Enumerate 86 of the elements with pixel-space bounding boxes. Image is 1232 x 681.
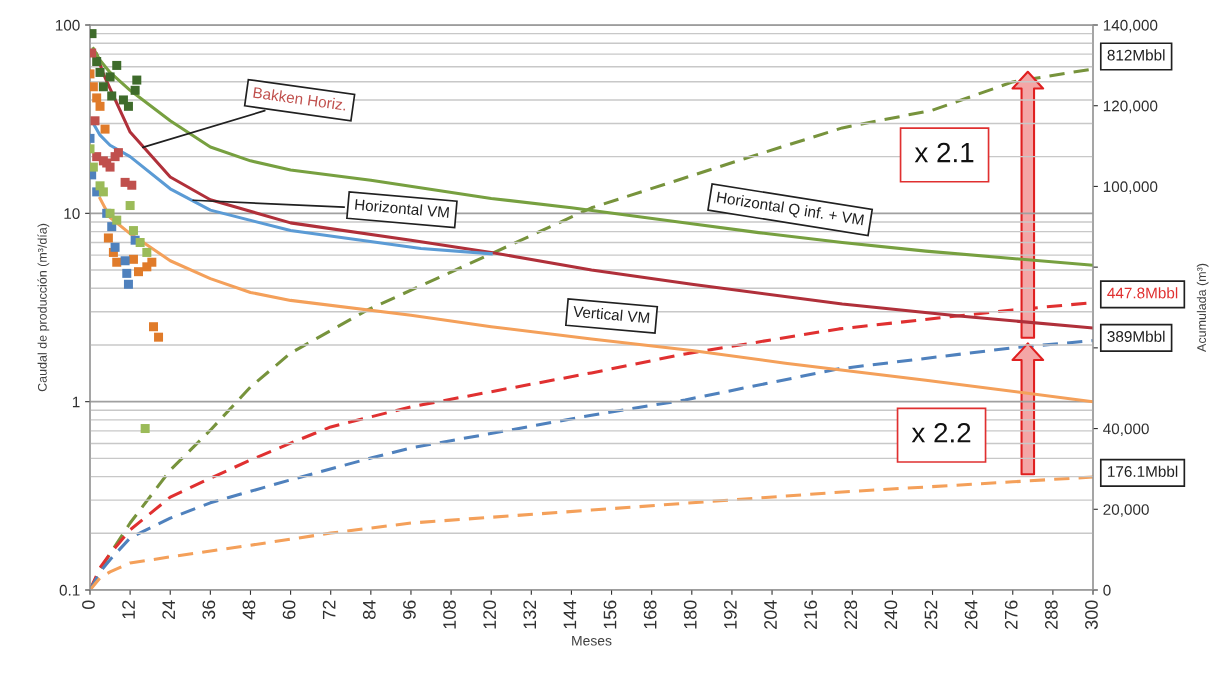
point xyxy=(95,101,105,111)
y2-tick-label: 120,000 xyxy=(1103,100,1158,114)
series-label: 389Mbbl xyxy=(1107,330,1165,342)
point xyxy=(92,93,102,103)
x-tick-label: 144 xyxy=(563,600,577,629)
point xyxy=(135,238,145,248)
point xyxy=(105,162,115,172)
x-tick-label: 168 xyxy=(643,600,657,629)
point xyxy=(112,60,122,70)
x-tick-label: 300 xyxy=(1085,600,1098,630)
x-tick-label: 192 xyxy=(723,600,737,629)
annotation: x 2.2 xyxy=(911,422,971,443)
x-tick-label: 204 xyxy=(764,600,777,629)
point xyxy=(123,279,133,289)
point xyxy=(105,72,115,82)
x-tick-label: 0 xyxy=(82,600,95,610)
point xyxy=(110,242,120,252)
x-tick-label: 36 xyxy=(202,600,216,620)
series-label: 176.1Mbbl xyxy=(1108,465,1178,477)
point xyxy=(127,180,137,190)
x-tick-label: 228 xyxy=(844,600,858,629)
point xyxy=(149,322,159,332)
x-tick-label: 24 xyxy=(162,600,175,619)
point xyxy=(113,148,123,158)
point xyxy=(123,101,133,111)
point xyxy=(90,116,100,126)
y2-tick-label: 0 xyxy=(1103,584,1111,596)
x-tick-label: 120 xyxy=(483,600,497,629)
series-label: 812Mbbl xyxy=(1107,49,1165,61)
point xyxy=(112,215,122,225)
x-tick-label: 288 xyxy=(1044,600,1058,629)
point xyxy=(133,267,143,277)
point xyxy=(128,254,138,264)
point xyxy=(98,82,108,92)
x-tick-label: 12 xyxy=(122,600,135,619)
x-tick-label: 108 xyxy=(443,600,456,629)
x-tick-label: 84 xyxy=(362,600,376,620)
y2-axis-title: Acumulada (m³) xyxy=(1196,263,1209,352)
point xyxy=(142,247,152,257)
y-tick-label: 1 xyxy=(72,396,80,408)
series-label: 447.8Mbbl xyxy=(1107,287,1178,299)
point xyxy=(132,75,142,85)
y-tick-label: 0.1 xyxy=(59,584,80,596)
x-tick-label: 252 xyxy=(924,600,938,629)
point xyxy=(112,257,122,267)
point xyxy=(107,91,117,101)
point xyxy=(103,233,113,243)
point xyxy=(154,332,164,342)
x-tick-label: 96 xyxy=(403,600,416,619)
x-tick-label: 132 xyxy=(523,600,537,629)
point xyxy=(147,257,157,267)
x-tick-label: 60 xyxy=(282,600,296,619)
y2-tick-label: 140,000 xyxy=(1103,19,1158,33)
point xyxy=(120,256,130,266)
x-tick-label: 72 xyxy=(322,600,336,619)
point xyxy=(130,85,140,95)
point xyxy=(95,67,105,77)
x-tick-label: 216 xyxy=(804,600,818,629)
point xyxy=(100,124,110,134)
point xyxy=(98,187,108,197)
x-tick-label: 264 xyxy=(964,600,978,629)
y-tick-label: 10 xyxy=(64,208,80,220)
y-axis-title: Caudal de producción (m³/día) xyxy=(37,223,50,392)
point xyxy=(128,226,138,236)
x-tick-label: 48 xyxy=(242,600,256,620)
point xyxy=(125,201,135,211)
text: Bakken Horiz. xyxy=(253,86,347,111)
x-tick-label: 180 xyxy=(683,600,697,629)
y2-tick-label: 40,000 xyxy=(1103,423,1149,437)
y2-tick-label: 100,000 xyxy=(1103,181,1158,194)
x-axis-title: Meses xyxy=(572,635,612,646)
series-label: Horizontal VM xyxy=(355,198,450,218)
point xyxy=(90,162,98,172)
line-series xyxy=(91,47,1093,267)
x-tick-label: 276 xyxy=(1004,600,1018,629)
annotation: x 2.1 xyxy=(914,142,974,163)
point xyxy=(122,268,132,278)
x-tick-label: 156 xyxy=(603,600,617,629)
text: Horizontal Q inf. + VM xyxy=(716,191,864,229)
point xyxy=(90,82,98,92)
point xyxy=(92,57,102,66)
point xyxy=(140,424,150,434)
y2-tick-label: 20,000 xyxy=(1103,504,1149,517)
x-tick-label: 240 xyxy=(884,600,898,629)
y-tick-label: 100 xyxy=(55,19,80,31)
series-label: Vertical VM xyxy=(572,305,650,324)
